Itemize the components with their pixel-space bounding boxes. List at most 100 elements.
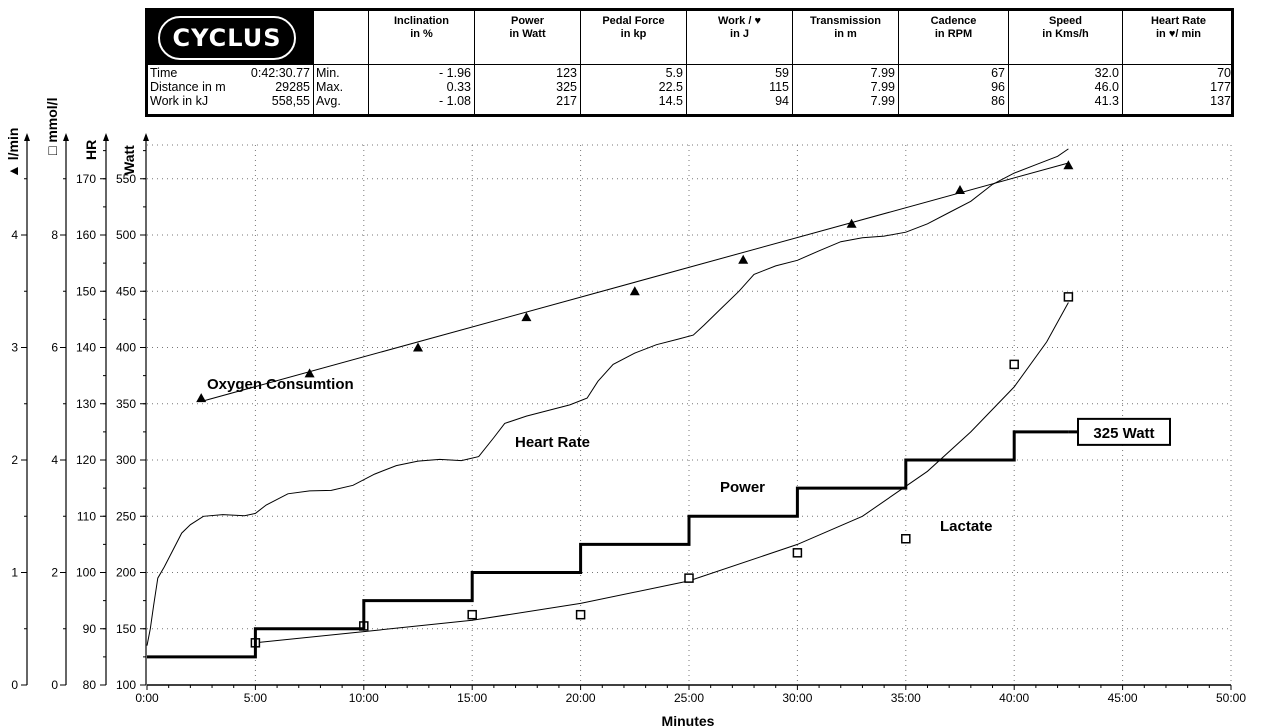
y-tick-label: 80 [83, 678, 97, 692]
y-axis-title: HR [83, 140, 99, 160]
chart-series: 325 Watt [146, 148, 1171, 659]
stat-value: 86 [991, 94, 1005, 108]
summary-value: 558,55 [271, 94, 310, 108]
header-table: CYCLUS 2 Inclination in % Power in Watt Peda… [145, 8, 1234, 117]
logo-panel: CYCLUS 2 [148, 11, 313, 92]
column-header-unit: in % [410, 28, 433, 40]
column-header-title: Speed [1048, 15, 1082, 27]
column-header-unit: in J [730, 28, 749, 40]
x-tick-label: 10:00 [349, 691, 379, 705]
column-header-title: Inclination [394, 15, 449, 27]
header-col-divider [898, 64, 899, 117]
oxygen-point [738, 254, 749, 264]
stat-value: 70 [1217, 66, 1231, 80]
column-header: Speed in Kms/h [1008, 11, 1122, 64]
series-label: Power [720, 479, 765, 496]
y-tick-label: 150 [76, 284, 96, 298]
y-axis-title: Watt [121, 145, 137, 175]
lactate-point [1009, 359, 1019, 370]
stat-value: 96 [991, 80, 1005, 94]
header-col-divider [1122, 64, 1123, 117]
stat-value: 7.99 [870, 80, 895, 94]
y-tick-label: 550 [116, 172, 136, 186]
column-header: Heart Rate in ♥/ min [1122, 11, 1234, 64]
y-tick-label: 1 [11, 566, 18, 580]
stat-value: 67 [991, 66, 1005, 80]
header-col-divider [580, 64, 581, 117]
oxygen-trend-line [201, 162, 1069, 402]
x-tick-label: 30:00 [782, 691, 812, 705]
y-axes: 0 1 2 3 4 ▲ l/min 0 2 4 6 8 □ mmol/l 80 90 100 110 120 13… [5, 98, 149, 692]
x-tick-label: 50:00 [1216, 691, 1246, 705]
header-col-divider [792, 64, 793, 117]
stat-value: 32.0 [1094, 66, 1119, 80]
y-tick-label: 100 [116, 678, 136, 692]
stat-value: 22.5 [658, 80, 683, 94]
oxygen-point [1063, 160, 1074, 170]
lactate-point [792, 548, 803, 558]
column-header: Power in Watt [474, 11, 580, 64]
stat-value: 123 [556, 66, 577, 80]
y-tick-label: 2 [51, 566, 58, 580]
summary-label: Time [150, 66, 178, 80]
oxygen-point [413, 342, 423, 352]
stat-row-label: Min. [316, 66, 340, 80]
y-tick-label: 300 [116, 453, 136, 467]
summary-label: Work in kJ [150, 94, 209, 108]
y-tick-label: 4 [51, 453, 58, 467]
column-header-title: Work / ♥ [717, 15, 761, 27]
stat-value: 7.99 [870, 66, 895, 80]
power-line [147, 430, 1069, 659]
y-tick-label: 4 [11, 228, 18, 242]
stat-row-label: Avg. [316, 94, 341, 108]
lactate-point [1063, 292, 1074, 302]
series-label: Oxygen Consumtion [207, 376, 354, 393]
stat-value: 41.3 [1094, 94, 1119, 108]
power-callout-box [1077, 417, 1171, 446]
stat-value: - 1.96 [439, 66, 471, 80]
y-tick-label: 160 [76, 228, 96, 242]
column-header-unit: in Kms/h [1042, 28, 1089, 40]
y-tick-label: 450 [116, 284, 136, 298]
y-tick-label: 500 [116, 228, 136, 242]
y-tick-label: 140 [76, 341, 96, 355]
lactate-point [575, 609, 586, 620]
oxygen-point [846, 218, 857, 228]
lactate-point [684, 573, 694, 583]
lactate-point [467, 609, 477, 620]
oxygen-point [955, 185, 965, 194]
chart-grid [147, 144, 1232, 685]
column-header-title: Transmission [810, 15, 881, 27]
y-tick-label: 250 [116, 509, 136, 523]
y-axis-arrow [143, 133, 149, 141]
header-col-divider [474, 64, 475, 117]
header-col-divider [368, 64, 369, 117]
cyclus-logo: CYCLUS 2 [158, 16, 296, 92]
x-tick-label: 35:00 [891, 691, 921, 705]
y-tick-label: 170 [76, 172, 96, 186]
y-axis-title: □ mmol/l [44, 98, 60, 155]
y-tick-label: 110 [77, 509, 96, 523]
column-header-title: Power [510, 15, 544, 27]
oxygen-point [196, 393, 207, 403]
x-axis: 0:00 5:00 10:00 15:00 20:00 25:00 30:00 35:00 40… [135, 684, 1246, 727]
column-header: Transmission in m [792, 11, 898, 64]
x-tick-label: 45:00 [1108, 691, 1138, 705]
y-tick-label: 2 [11, 453, 18, 467]
summary-label: Distance in m [150, 80, 226, 94]
x-tick-label: 15:00 [457, 691, 487, 705]
stat-value: 59 [775, 66, 789, 80]
x-tick-label: 25:00 [674, 691, 704, 705]
oxygen-point [521, 312, 532, 322]
lactate-curve [255, 302, 1069, 644]
column-header-unit: in Watt [509, 28, 546, 40]
header-spacer [313, 11, 368, 64]
y-tick-label: 90 [83, 622, 97, 636]
stat-row-label: Max. [316, 80, 344, 94]
series-label: Heart Rate [515, 434, 590, 451]
y-axis-arrow [103, 133, 109, 141]
column-header: Cadence in RPM [898, 11, 1008, 64]
heart-rate-line [146, 148, 1069, 646]
x-tick-label: 40:00 [999, 691, 1029, 705]
